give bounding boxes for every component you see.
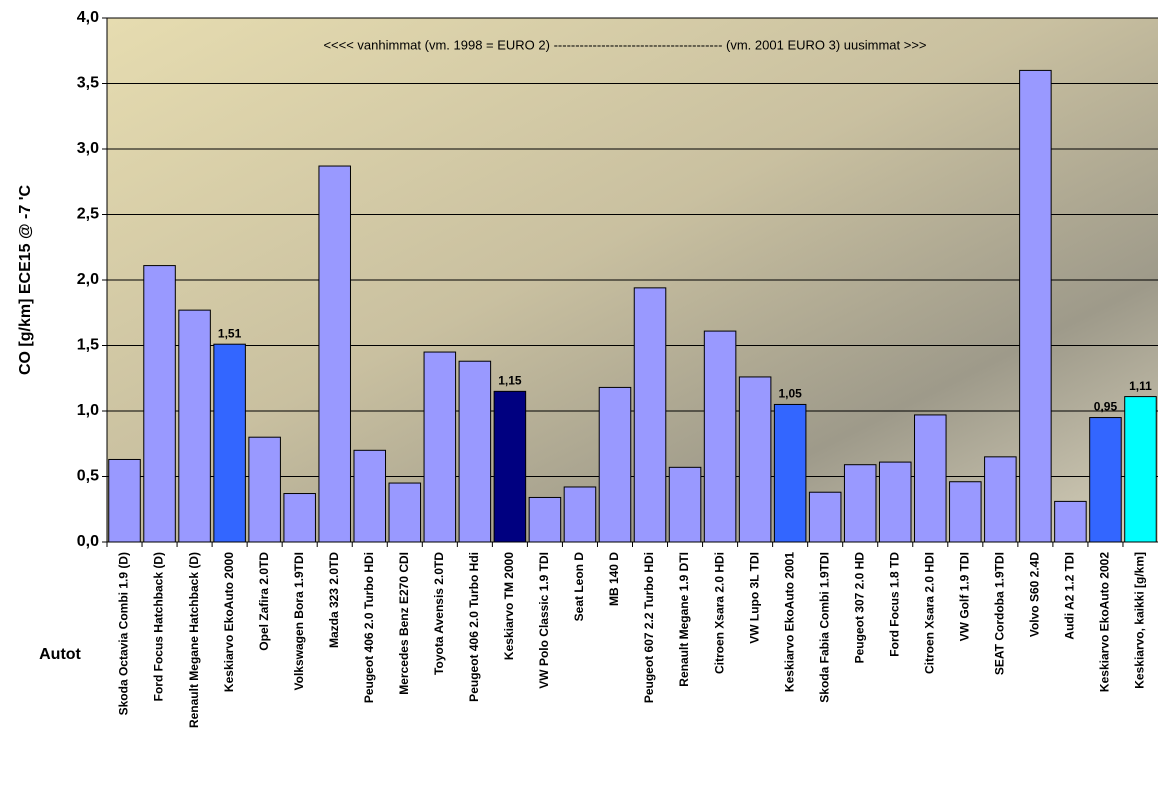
x-tick-label: Peugeot 406 2.0 Turbo Hdi — [467, 552, 481, 702]
bar — [493, 390, 527, 543]
x-tick-label: Keskiarvo EkoAuto 2000 — [222, 552, 236, 692]
y-tick-label: 4,0 — [77, 9, 99, 26]
annotation: <<<< vanhimmat (vm. 1998 = EURO 2) -----… — [323, 37, 926, 52]
x-tick-label: Volvo S60 2.4D — [1028, 552, 1042, 637]
x-tick-label: Keskiarvo TM 2000 — [502, 552, 516, 660]
value-label: 0,95 — [1094, 400, 1118, 414]
bar — [878, 461, 912, 543]
x-tick-label: Renault Megane Hatchback (D) — [187, 552, 201, 728]
bar — [283, 493, 316, 543]
bar — [633, 287, 667, 543]
x-tick-label: Skoda Fabia Combi 1.9TDI — [817, 552, 831, 703]
bar — [423, 351, 457, 543]
x-tick-label: Citroen Xsara 2.0 HDI — [922, 552, 936, 674]
bar — [1019, 69, 1052, 543]
bar — [1124, 396, 1157, 543]
x-tick-label: Mazda 323 2.0TD — [327, 552, 341, 648]
x-tick-label: Volkswagen Bora 1.9TDI — [292, 552, 306, 691]
x-tick-label: VW Polo Classic 1.9 TDI — [537, 552, 551, 689]
bar — [949, 481, 982, 543]
bar — [738, 376, 772, 543]
bar — [808, 491, 842, 543]
bar — [598, 386, 632, 543]
value-label: 1,15 — [498, 374, 522, 388]
y-tick-label: 1,0 — [77, 402, 99, 419]
y-tick-label: 3,5 — [77, 75, 99, 92]
bar — [353, 449, 387, 543]
x-tick-label: Peugeot 307 2.0 HD — [852, 552, 866, 664]
bar — [563, 486, 597, 543]
y-tick-label: 2,0 — [77, 271, 99, 288]
x-tick-label: Peugeot 406 2.0 Turbo HDi — [362, 552, 376, 703]
value-label: 1,11 — [1129, 379, 1152, 393]
bar — [914, 414, 947, 543]
bar — [984, 456, 1017, 543]
x-axis-label: Autot — [39, 646, 81, 663]
y-tick-label: 3,0 — [77, 140, 99, 157]
x-tick-label: MB 140 D — [607, 552, 621, 606]
x-tick-label: Keskiarvo EkoAuto 2002 — [1098, 552, 1112, 692]
bar — [1089, 417, 1122, 543]
y-axis-label: CO [g/km] ECE15 @ -7 'C — [17, 185, 34, 376]
bar — [703, 330, 737, 543]
x-tick-label: VW Lupo 3L TDI — [747, 552, 761, 644]
bar — [248, 436, 281, 543]
value-label: 1,51 — [218, 326, 242, 340]
bar — [773, 403, 807, 543]
bar — [843, 464, 877, 543]
x-tick-label: Citroen Xsara 2.0 HDi — [712, 552, 726, 674]
bar — [388, 482, 422, 543]
x-tick-label: Renault Megane 1.9 DTI — [677, 552, 691, 687]
x-tick-label: Skoda Octavia Combi 1.9 (D) — [117, 552, 131, 715]
x-tick-label: Mercedes Benz E270 CDI — [397, 552, 411, 695]
bar — [318, 165, 351, 543]
bar — [178, 309, 211, 543]
x-tick-label: Audi A2 1.2 TDI — [1063, 552, 1077, 640]
bar — [213, 343, 246, 543]
x-tick-label: Ford Focus Hatchback (D) — [152, 552, 166, 701]
bar — [143, 265, 176, 543]
bar — [458, 360, 492, 543]
x-tick-label: Ford Focus 1.8 TD — [887, 552, 901, 657]
x-tick-label: Keskiarvo, kaikki [g/km] — [1133, 552, 1147, 689]
y-tick-label: 0,0 — [77, 533, 99, 550]
bar — [528, 496, 562, 543]
x-tick-label: Toyota Avensis 2.0TD — [432, 552, 446, 675]
y-tick-label: 0,5 — [77, 468, 99, 485]
bar — [668, 466, 702, 543]
bar — [108, 458, 141, 543]
x-tick-label: Opel Zafira 2.0TD — [257, 552, 271, 651]
x-tick-label: Peugeot 607 2.2 Turbo HDi — [642, 552, 656, 703]
x-tick-label: Keskiarvo EkoAuto 2001 — [782, 552, 796, 692]
y-tick-label: 1,5 — [77, 337, 99, 354]
bar — [1054, 500, 1087, 543]
value-label: 1,05 — [778, 387, 802, 401]
x-tick-label: VW Golf 1.9 TDI — [957, 552, 971, 641]
x-tick-label: Seat Leon D — [572, 552, 586, 622]
y-tick-label: 2,5 — [77, 206, 99, 223]
x-tick-label: SEAT Cordoba 1.9TDI — [993, 552, 1007, 675]
